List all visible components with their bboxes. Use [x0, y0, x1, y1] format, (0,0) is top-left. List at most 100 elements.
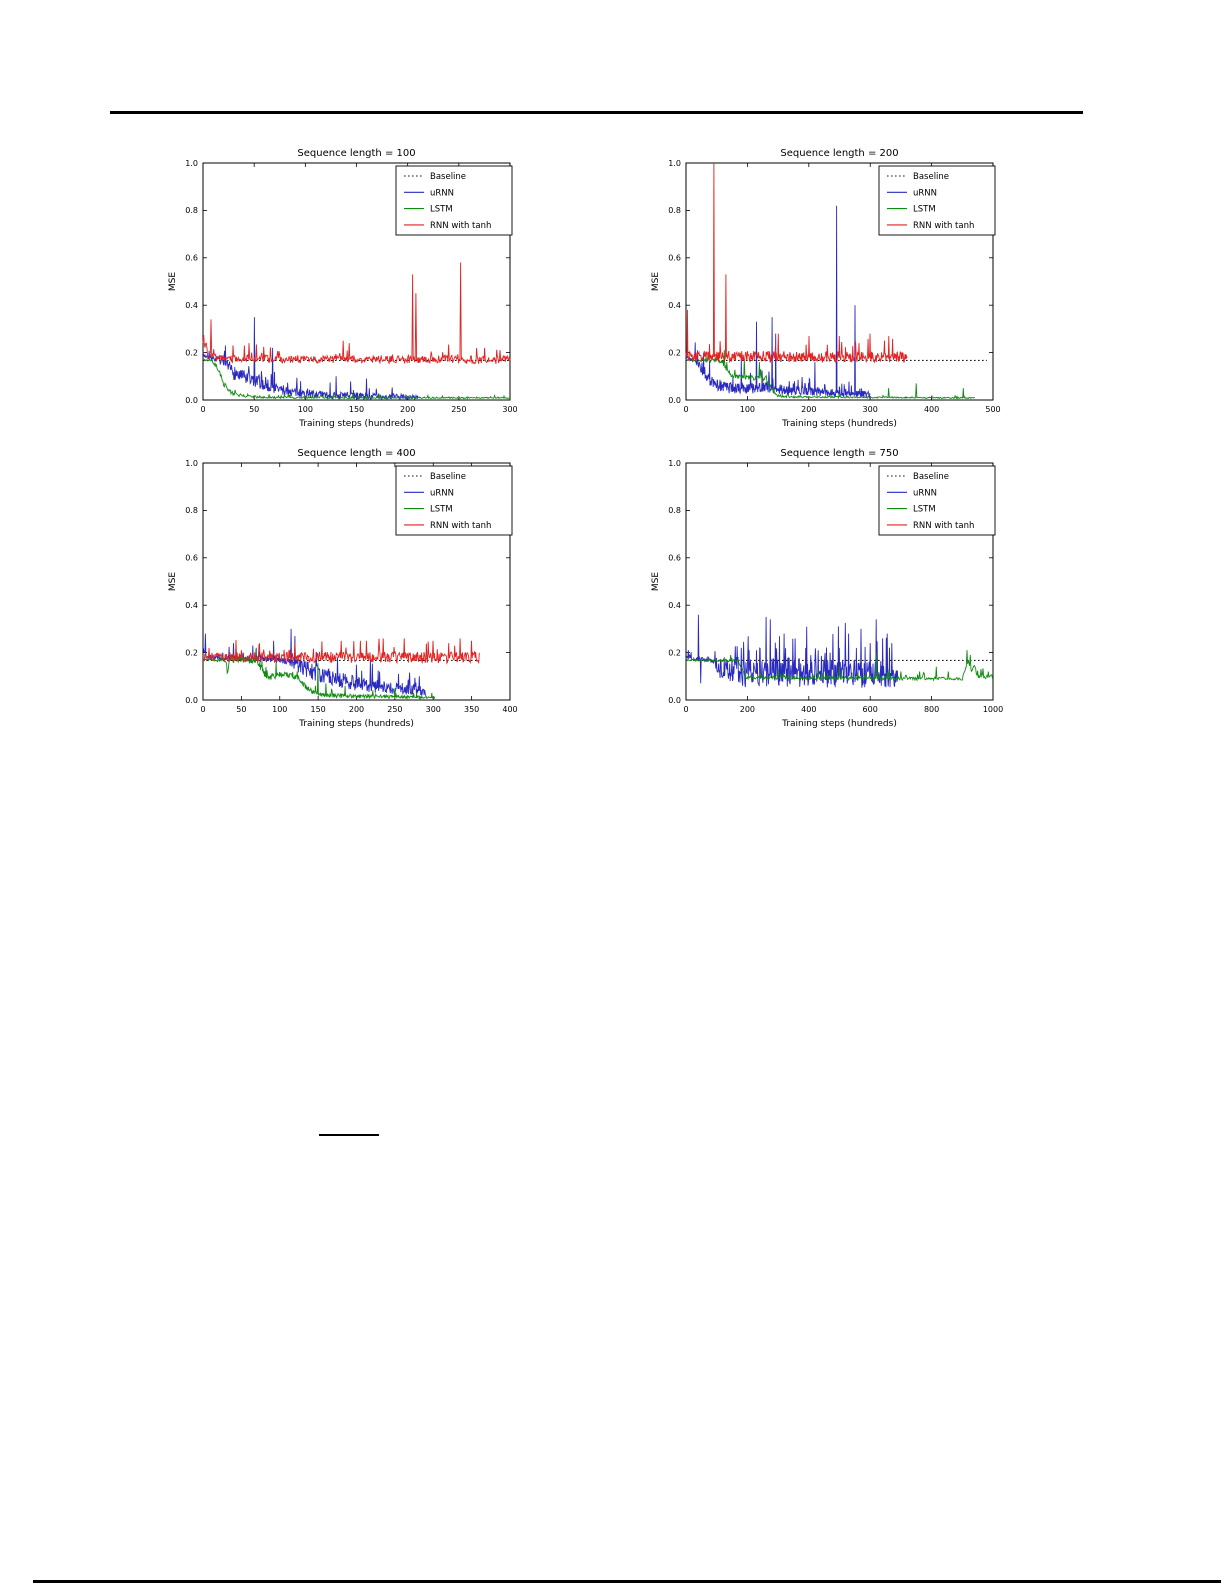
series-line-lstm	[685, 650, 994, 682]
y-axis-label: MSE	[651, 272, 661, 291]
y-tick-label: 0.4	[668, 301, 681, 310]
x-tick-label: 300	[863, 405, 878, 414]
legend-label: RNN with tanh	[913, 221, 974, 231]
y-tick-label: 0.6	[185, 254, 198, 263]
x-tick-label: 200	[801, 405, 816, 414]
y-tick-label: 1.0	[185, 459, 198, 468]
x-tick-label: 800	[924, 705, 939, 714]
series-line-urnn	[685, 614, 899, 688]
y-tick-label: 0.2	[668, 348, 681, 357]
subplot-seq-400: Sequence length = 400 Training steps (hun…	[160, 440, 540, 740]
legend-label: Baseline	[913, 472, 949, 482]
y-tick-label: 0.6	[668, 254, 681, 263]
x-tick-label: 400	[801, 705, 816, 714]
legend: Baseline uRNN LSTM RNN with tanh	[878, 165, 996, 236]
y-tick-label: 0.2	[668, 648, 681, 657]
legend-label: LSTM	[430, 205, 453, 215]
x-tick-label: 0	[683, 405, 688, 414]
x-tick-label: 0	[683, 705, 688, 714]
series-line-rnn-with-tanh	[202, 262, 511, 365]
legend-box	[395, 165, 513, 236]
y-tick-label: 0.2	[185, 348, 198, 357]
legend-label: RNN with tanh	[430, 521, 491, 531]
legend-label: uRNN	[430, 188, 454, 198]
legend-label: RNN with tanh	[430, 221, 491, 231]
x-tick-label: 0	[200, 705, 205, 714]
x-tick-label: 600	[863, 705, 878, 714]
y-axis-label: MSE	[651, 572, 661, 591]
x-tick-label: 0	[200, 405, 205, 414]
y-tick-label: 0.6	[668, 554, 681, 563]
y-tick-label: 1.0	[668, 459, 681, 468]
x-tick-label: 500	[985, 405, 1000, 414]
legend-box	[878, 465, 996, 536]
x-axis-label: Training steps (hundreds)	[781, 719, 897, 729]
x-tick-label: 150	[310, 705, 325, 714]
y-tick-label: 0.0	[185, 396, 198, 405]
legend-box	[878, 165, 996, 236]
chart-title: Sequence length = 100	[297, 148, 415, 159]
x-tick-label: 400	[924, 405, 939, 414]
legend: Baseline uRNN LSTM RNN with tanh	[395, 465, 513, 536]
y-tick-label: 0.6	[185, 554, 198, 563]
legend-label: Baseline	[913, 172, 949, 182]
x-tick-label: 350	[464, 705, 479, 714]
legend-label: Baseline	[430, 172, 466, 182]
subplot-seq-100: Sequence length = 100 Training steps (hun…	[160, 140, 540, 440]
chart-svg: Sequence length = 200 Training steps (hun…	[651, 148, 1001, 429]
legend-label: LSTM	[430, 505, 453, 515]
series-line-lstm	[685, 350, 975, 400]
legend-label: LSTM	[913, 205, 936, 215]
x-tick-label: 150	[349, 405, 364, 414]
x-tick-label: 100	[740, 405, 755, 414]
y-tick-label: 0.4	[185, 601, 198, 610]
chart-svg: Sequence length = 400 Training steps (hun…	[168, 448, 518, 729]
x-axis-label: Training steps (hundreds)	[298, 419, 414, 429]
legend-label: LSTM	[913, 505, 936, 515]
subplot-seq-750: Sequence length = 750 Training steps (hun…	[643, 440, 1023, 740]
plot-frame	[685, 462, 994, 701]
x-tick-label: 200	[740, 705, 755, 714]
x-tick-label: 1000	[983, 705, 1003, 714]
y-tick-label: 0.2	[185, 648, 198, 657]
x-tick-label: 300	[502, 405, 517, 414]
x-tick-label: 100	[298, 405, 313, 414]
x-tick-label: 400	[502, 705, 517, 714]
x-tick-label: 250	[451, 405, 466, 414]
legend-label: uRNN	[913, 188, 937, 198]
chart-svg: Sequence length = 750 Training steps (hun…	[651, 448, 1003, 729]
y-axis-label: MSE	[168, 272, 178, 291]
y-tick-label: 0.8	[185, 506, 198, 515]
series-line-lstm	[202, 357, 510, 400]
plot-frame	[685, 162, 994, 401]
x-tick-label: 100	[272, 705, 287, 714]
x-tick-label: 200	[400, 405, 415, 414]
y-tick-label: 1.0	[668, 159, 681, 168]
footnote-rule	[319, 1134, 379, 1136]
y-tick-label: 0.0	[668, 696, 681, 705]
legend: Baseline uRNN LSTM RNN with tanh	[395, 165, 513, 236]
x-axis-label: Training steps (hundreds)	[298, 719, 414, 729]
x-tick-label: 200	[349, 705, 364, 714]
y-axis-label: MSE	[168, 572, 178, 591]
x-tick-label: 300	[426, 705, 441, 714]
legend: Baseline uRNN LSTM RNN with tanh	[878, 465, 996, 536]
legend-label: RNN with tanh	[913, 521, 974, 531]
x-axis-label: Training steps (hundreds)	[781, 419, 897, 429]
y-tick-label: 0.4	[668, 601, 681, 610]
series-line-rnn-with-tanh	[685, 162, 908, 364]
x-tick-label: 50	[249, 405, 259, 414]
legend-label: uRNN	[430, 488, 454, 498]
chart-svg: Sequence length = 100 Training steps (hun…	[168, 148, 518, 429]
page-bottom-rule	[33, 1580, 1221, 1583]
chart-title: Sequence length = 400	[297, 448, 415, 459]
series-line-urnn	[685, 205, 871, 399]
chart-title: Sequence length = 200	[780, 148, 898, 159]
series-line-lstm	[202, 650, 436, 701]
y-tick-label: 0.0	[668, 396, 681, 405]
legend-label: uRNN	[913, 488, 937, 498]
subplot-seq-200: Sequence length = 200 Training steps (hun…	[643, 140, 1023, 440]
legend-label: Baseline	[430, 472, 466, 482]
x-tick-label: 250	[387, 705, 402, 714]
